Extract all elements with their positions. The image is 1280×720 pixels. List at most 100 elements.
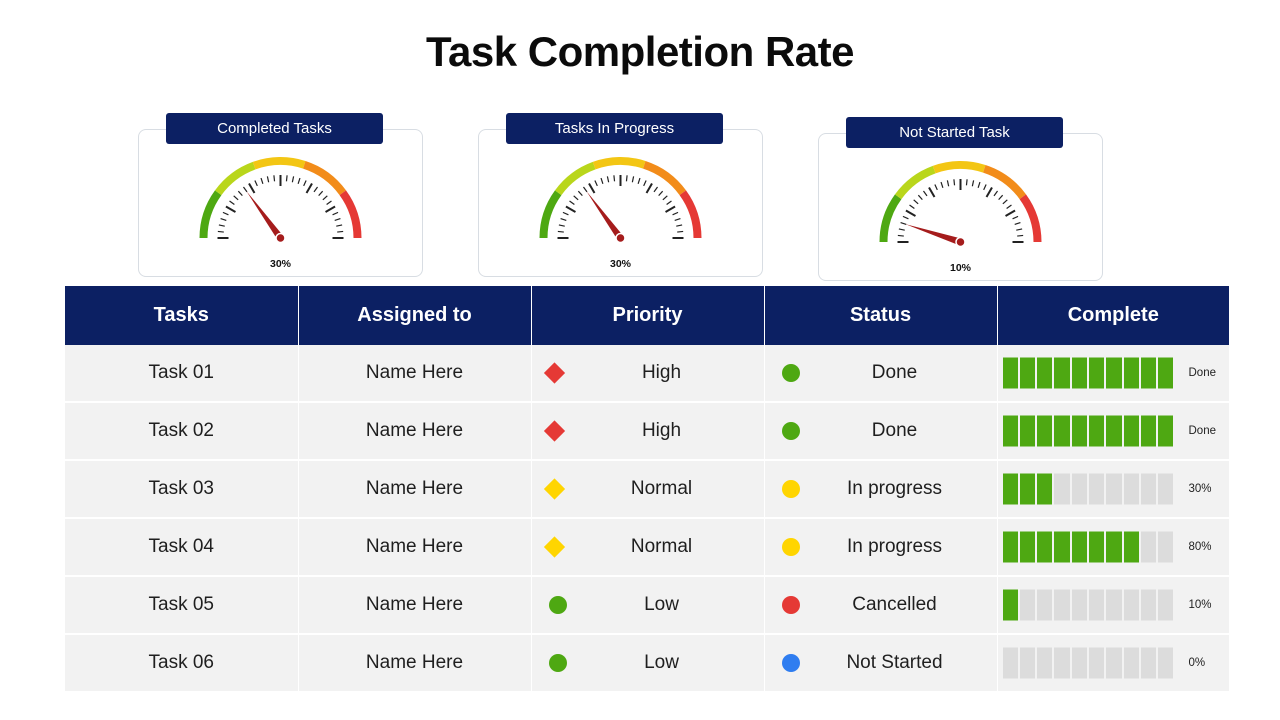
gauge-tick (273, 175, 276, 182)
progress-segment (1140, 589, 1157, 621)
gauge-band (879, 194, 902, 243)
gauge-tick (222, 211, 229, 216)
progress-segment (1037, 415, 1053, 447)
progress-segment (1140, 415, 1157, 447)
progress-segment (1054, 357, 1070, 389)
task-table: Tasks Assigned to Priority Status Comple… (65, 286, 1229, 693)
progress-segment (1106, 473, 1122, 505)
table-row: Task 01 Name Here High Done Done (65, 345, 1229, 403)
progress-segment (1002, 531, 1018, 563)
gauge-tick (913, 199, 919, 205)
complete-label: 80% (1188, 541, 1212, 553)
progress-segment (1106, 415, 1122, 447)
progress-segment (1088, 647, 1105, 679)
status-cell: Done (764, 402, 998, 461)
complete-cell: 10% (997, 576, 1229, 635)
gauge-tick (254, 180, 258, 187)
gauge-card-not-started: Not Started Task 10% (818, 117, 1103, 281)
task-name: Task 02 (65, 402, 299, 461)
gauge-band (894, 165, 936, 200)
task-name: Task 01 (65, 345, 299, 403)
progress-segment (1106, 357, 1122, 389)
progress-segment (1002, 647, 1018, 679)
gauge-tick (905, 209, 916, 217)
priority-cell: Normal (531, 460, 765, 519)
gauge-tick (613, 175, 616, 182)
priority-cell: Low (531, 576, 765, 635)
progress-segment (1071, 531, 1087, 563)
gauge-tick (297, 177, 301, 184)
status-label: In progress (846, 478, 943, 499)
gauge-tick (665, 205, 676, 213)
gauge-tick (560, 217, 567, 221)
complete-cell: 0% (997, 634, 1229, 693)
progress-segment (1088, 473, 1105, 505)
progress-segment (1158, 473, 1174, 505)
gauge-value: 30% (609, 258, 631, 270)
progress-segment (1054, 415, 1070, 447)
progress-segment (1071, 415, 1087, 447)
gauge-tick (229, 200, 235, 205)
gauge-tick (318, 190, 324, 197)
progress-bar (1002, 589, 1174, 621)
gauge-card-in-progress: Tasks In Progress 30% (478, 113, 763, 277)
assignee: Name Here (298, 345, 532, 403)
gauge-label: Completed Tasks (166, 113, 383, 144)
column-header-assigned: Assigned to (298, 286, 532, 345)
progress-segment (1123, 357, 1139, 389)
progress-segment (1037, 531, 1053, 563)
progress-segment (1158, 647, 1174, 679)
gauge-tick (326, 200, 332, 205)
gauge-tick (220, 217, 227, 221)
progress-segment (1071, 589, 1087, 621)
gauge-tick (588, 182, 596, 194)
priority-diamond-icon (543, 478, 565, 500)
gauge-band (339, 190, 362, 239)
gauge-tick (658, 190, 664, 197)
status-dot-icon (781, 654, 800, 672)
complete-label: 10% (1188, 599, 1212, 611)
gauge-band (679, 190, 702, 239)
status-dot-icon (781, 480, 800, 498)
progress-segment (1071, 357, 1087, 389)
gauge-tick (965, 179, 968, 186)
progress-segment (1158, 589, 1174, 621)
gauge-tick (266, 176, 270, 183)
progress-segment (1123, 415, 1139, 447)
gauge-label: Tasks In Progress (506, 113, 723, 144)
speedometer-icon (539, 157, 702, 244)
gauge-tick (993, 190, 999, 197)
progress-segment (1019, 647, 1036, 679)
gauge-tick (582, 186, 588, 193)
gauge-band (554, 161, 596, 196)
progress-segment (1019, 531, 1036, 563)
gauge-band (252, 157, 306, 170)
gauge-tick (557, 230, 564, 233)
progress-segment (1140, 357, 1157, 389)
column-header-tasks: Tasks (65, 286, 299, 345)
gauge-tick (953, 179, 956, 186)
gauge-tick (1014, 221, 1021, 225)
priority-circle-icon (548, 596, 567, 614)
gauge-tick (237, 190, 243, 197)
gauge-tick (260, 177, 264, 184)
progress-segment (1088, 531, 1105, 563)
progress-bar (1002, 473, 1174, 505)
gauge-tick (934, 184, 938, 191)
gauge-tick (625, 175, 628, 182)
gauge-tick (334, 217, 341, 221)
gauge-tick (242, 186, 248, 193)
gauge-tick (569, 200, 575, 205)
gauge-tick (983, 184, 987, 191)
status-label: In progress (846, 536, 943, 557)
priority-diamond-icon (543, 420, 565, 442)
table-row: Task 05 Name Here Low Cancelled 10% (65, 576, 1229, 635)
task-name: Task 04 (65, 518, 299, 577)
gauge-tick (909, 204, 915, 209)
gauge-tick (332, 211, 339, 216)
status-label: Not Started (846, 652, 943, 673)
progress-segment (1123, 647, 1139, 679)
table-row: Task 02 Name Here High Done Done (65, 402, 1229, 461)
gauge-tick (594, 180, 598, 187)
gauge-tick (218, 224, 225, 227)
